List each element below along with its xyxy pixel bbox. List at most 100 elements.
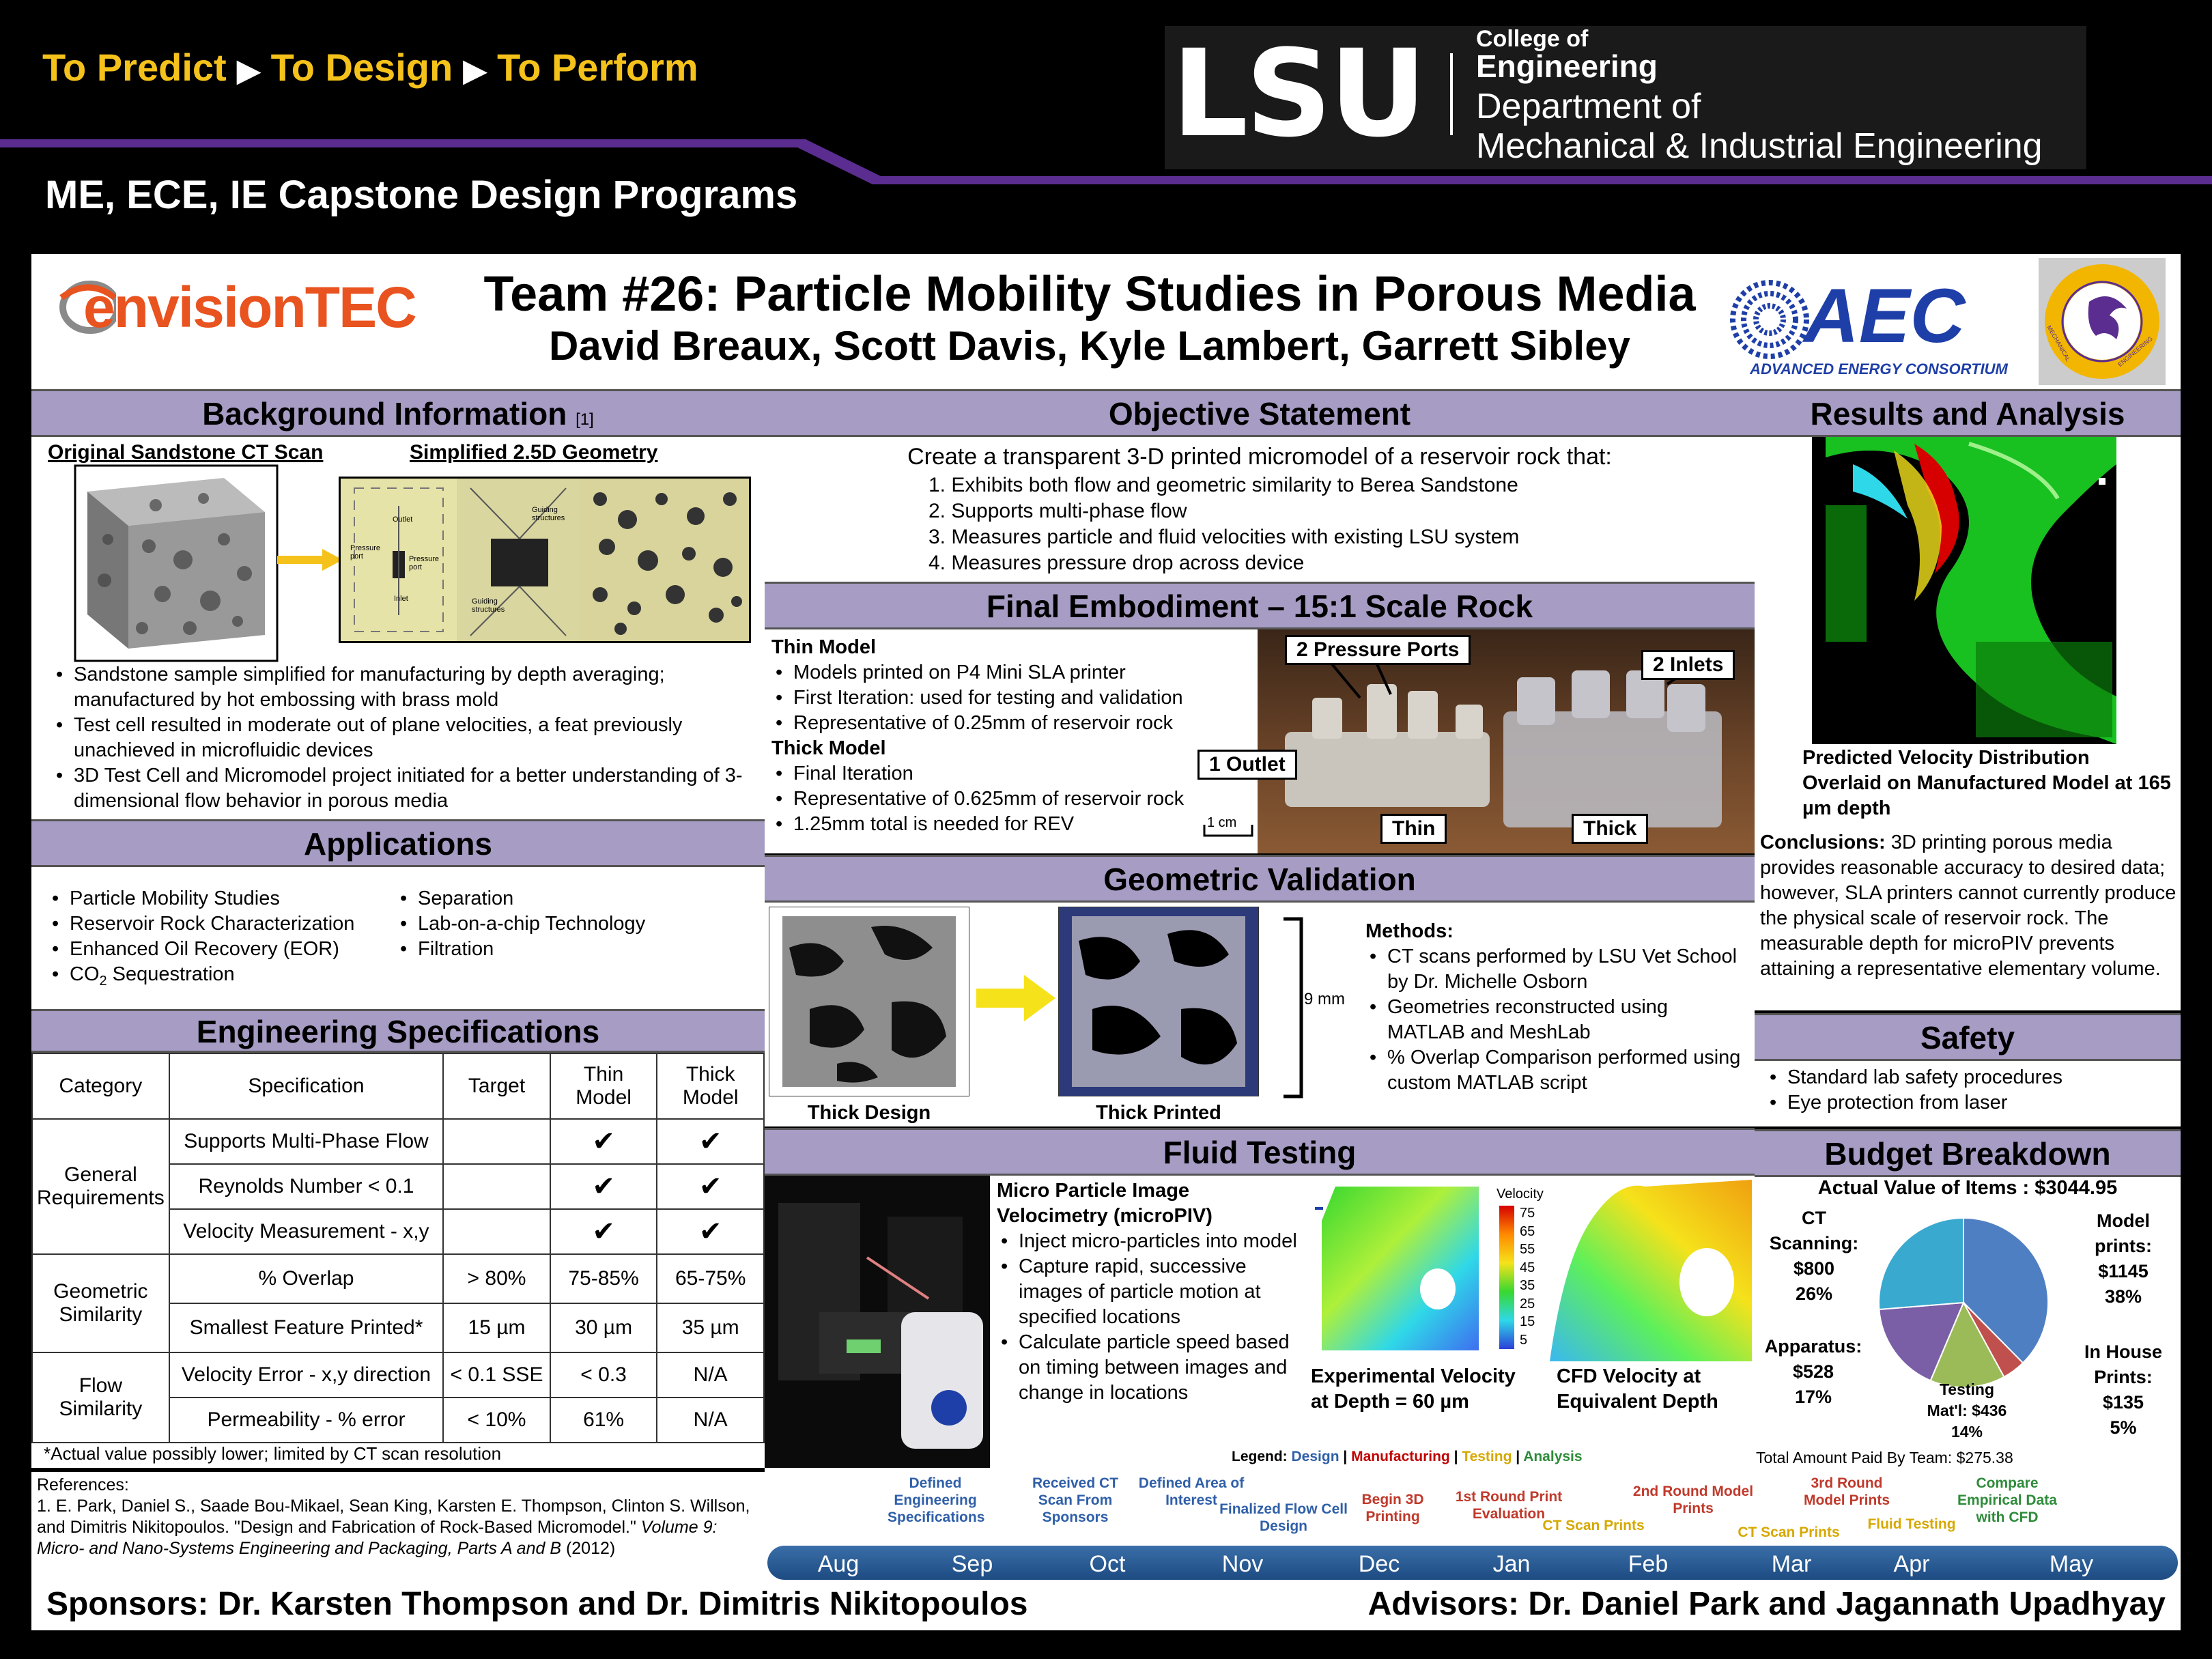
month-oct: Oct bbox=[1089, 1551, 1126, 1577]
envisiontec-swoosh-icon bbox=[59, 281, 116, 334]
budget-title: Budget Breakdown bbox=[1824, 1136, 2111, 1172]
tagline-predict: To Predict bbox=[42, 46, 227, 89]
slice-label-line: $135 bbox=[2102, 1392, 2144, 1413]
list-item: Enhanced Oil Recovery (EOR) bbox=[48, 937, 389, 962]
list-item: Calculate particle speed based on timing… bbox=[997, 1330, 1297, 1406]
table-cell: > 80% bbox=[442, 1253, 551, 1304]
applications-title: Applications bbox=[303, 826, 493, 862]
list-item: Lab-on-a-chip Technology bbox=[396, 911, 751, 937]
budget-panel: Actual Value of Items : $3044.95 CT Scan… bbox=[1755, 1177, 2181, 1468]
methods-block: Methods: CT scans performed by LSU Vet S… bbox=[1365, 919, 1748, 1096]
slice-label-line: Testing bbox=[1939, 1380, 1995, 1398]
table-cell: 65-75% bbox=[656, 1253, 765, 1304]
table-cell: Reynolds Number < 0.1 bbox=[168, 1163, 444, 1210]
geometry-diagram bbox=[341, 479, 749, 641]
safety-heading: Safety bbox=[1755, 1013, 2181, 1061]
eng-spec-panel: Category Specification Target Thin Model… bbox=[31, 1053, 765, 1468]
list-item: Sandstone sample simplified for manufact… bbox=[52, 662, 755, 713]
safety-list: Standard lab safety procedures Eye prote… bbox=[1766, 1065, 2062, 1116]
scale-bar bbox=[1203, 825, 1253, 837]
experimental-velocity-map bbox=[1315, 1187, 1479, 1350]
table-row: Permeability - % error < 10% 61% N/A bbox=[32, 1397, 765, 1443]
fluid-bullets: Inject micro-particles into model Captur… bbox=[997, 1229, 1297, 1406]
header-cell: Thin Model bbox=[549, 1053, 658, 1120]
legend-testing: Testing bbox=[1462, 1449, 1512, 1464]
reference-italic: Volume 9: Micro- and Nano-Systems Engine… bbox=[37, 1518, 718, 1558]
scale-bar-label: 1 cm bbox=[1207, 815, 1237, 830]
caption-experimental: Experimental Velocity at Depth = 60 µm bbox=[1311, 1365, 1516, 1413]
list-item: 3. Measures particle and fluid velocitie… bbox=[928, 526, 1520, 548]
printed-models-illustration bbox=[1285, 655, 1722, 827]
scale-tick: 25 bbox=[1520, 1296, 1535, 1311]
header-cell: Category bbox=[31, 1053, 170, 1120]
table-cell bbox=[442, 1118, 551, 1165]
results-heading: Results and Analysis bbox=[1755, 389, 2181, 437]
aec-subtitle: Advanced Energy Consortium bbox=[1750, 360, 2008, 378]
eng-spec-heading: Engineering Specifications bbox=[31, 1009, 765, 1053]
thin-model-heading: Thin Model bbox=[771, 636, 877, 658]
aec-text: AEC bbox=[1804, 273, 1966, 358]
list-item: Reservoir Rock Characterization bbox=[48, 911, 389, 937]
eng-spec-title: Engineering Specifications bbox=[196, 1014, 600, 1049]
table-cell: Velocity Measurement - x,y bbox=[168, 1208, 444, 1255]
diagram-inlet-label: Inlet bbox=[394, 595, 408, 603]
sponsors: Sponsors: Dr. Karsten Thompson and Dr. D… bbox=[46, 1586, 1028, 1622]
pie-slice-testing-mat-l bbox=[1929, 1301, 2005, 1388]
table-row: Geometric Similarity % Overlap > 80% 75-… bbox=[31, 1253, 765, 1353]
me-logo: MECHANICAL ENGINEERING bbox=[2039, 258, 2166, 385]
pie-slice-apparatus bbox=[1878, 1301, 1965, 1382]
references-panel: References: 1. E. Park, Daniel S., Saade… bbox=[31, 1472, 765, 1581]
background-bullets: Sandstone sample simplified for manufact… bbox=[52, 662, 755, 814]
spec-footnote: *Actual value possibly lower; limited by… bbox=[44, 1443, 502, 1464]
thick-design-render bbox=[769, 907, 969, 1096]
envisiontec-logo: envisionTEC bbox=[55, 272, 437, 354]
timeline-event: 2nd Round Model Prints bbox=[1632, 1484, 1754, 1516]
list-item: 1.25mm total is needed for REV bbox=[771, 812, 1263, 837]
label-geometry: Simplified 2.5D Geometry bbox=[410, 441, 658, 464]
aec-globe-icon bbox=[1730, 280, 1809, 359]
tag-inlets: 2 Inlets bbox=[1641, 650, 1735, 680]
list-item: Models printed on P4 Mini SLA printer bbox=[771, 660, 1263, 685]
pie-slice-ct-scanning bbox=[1878, 1217, 1964, 1311]
list-item: 3D Test Cell and Micromodel project init… bbox=[52, 763, 755, 814]
title-bar: envisionTEC Team #26: Particle Mobility … bbox=[31, 254, 2181, 391]
scale-tick: 55 bbox=[1520, 1242, 1535, 1257]
purple-swoosh bbox=[0, 139, 2212, 184]
label-apparatus: Apparatus: $528 17% bbox=[1757, 1334, 1869, 1410]
timeline-event: 3rd Round Model Prints bbox=[1803, 1475, 1890, 1508]
slice-label-line: $800 bbox=[1793, 1258, 1835, 1279]
scale-tick: 5 bbox=[1520, 1332, 1528, 1348]
applications-heading: Applications bbox=[31, 819, 765, 867]
slice-label-line: Scanning: bbox=[1769, 1233, 1859, 1253]
table-cell: 35 µm bbox=[656, 1303, 765, 1353]
timeline-legend: Legend: Design | Manufacturing | Testing… bbox=[1232, 1449, 1583, 1464]
table-cell: 15 µm bbox=[442, 1303, 551, 1353]
college-line2: Engineering bbox=[1476, 48, 1658, 84]
legend-manufacturing: Manufacturing bbox=[1351, 1449, 1450, 1464]
list-item: Representative of 0.625mm of reservoir r… bbox=[771, 786, 1263, 812]
table-cell: 75-85% bbox=[549, 1253, 658, 1304]
diagram-guiding-bottom-label: Guiding structures bbox=[472, 597, 505, 614]
safety-panel: Standard lab safety procedures Eye prote… bbox=[1755, 1061, 2181, 1126]
timeline-event: Finalized Flow Cell Design bbox=[1219, 1501, 1348, 1534]
thin-model-list: Models printed on P4 Mini SLA printer Fi… bbox=[771, 660, 1263, 736]
dimension-bracket bbox=[1284, 917, 1303, 1098]
legend-analysis: Analysis bbox=[1523, 1449, 1583, 1464]
advisors: Advisors: Dr. Daniel Park and Jagannath … bbox=[1367, 1586, 2166, 1622]
co2-prefix: CO bbox=[70, 963, 100, 985]
legend-label: Legend: bbox=[1232, 1449, 1288, 1464]
scale-tick: 65 bbox=[1520, 1223, 1535, 1239]
label-ct-scanning: CT Scanning: $800 26% bbox=[1763, 1206, 1865, 1307]
sandstone-ct-cube bbox=[74, 464, 279, 662]
conclusions-text: 3D printing porous media provides reason… bbox=[1760, 832, 2176, 980]
college-line1: College of bbox=[1476, 26, 1589, 52]
safety-title: Safety bbox=[1920, 1020, 2015, 1055]
background-panel: Original Sandstone CT Scan Simplified 2.… bbox=[31, 437, 765, 819]
budget-total-paid: Total Amount Paid By Team: $275.38 bbox=[1756, 1449, 2013, 1466]
slice-label-line: $1145 bbox=[2098, 1261, 2149, 1281]
dimension-label: 9 mm bbox=[1304, 990, 1345, 1008]
list-item: % Overlap Comparison performed using cus… bbox=[1365, 1045, 1748, 1096]
caption-cfd: CFD Velocity at Equivalent Depth bbox=[1557, 1365, 1718, 1413]
diagram-pressure-left-label: Pressure port bbox=[350, 544, 381, 561]
month-dec: Dec bbox=[1358, 1551, 1400, 1577]
